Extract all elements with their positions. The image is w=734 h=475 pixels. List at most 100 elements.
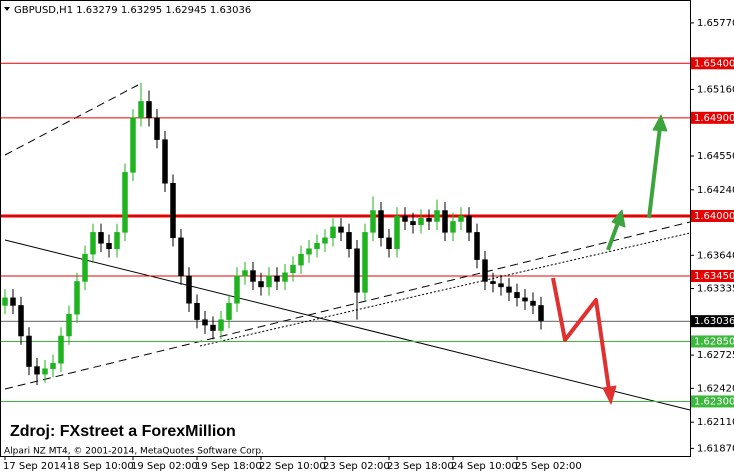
candle-body: [338, 226, 344, 233]
candle-body: [306, 248, 312, 255]
header-icon: [4, 7, 10, 11]
level-label: 1.62300: [694, 396, 734, 407]
up-arrow: [606, 219, 621, 251]
y-tick-label: 1.62110: [697, 417, 734, 428]
x-tick-label: 17 Sep 2014: [3, 461, 66, 472]
level-label: 1.65400: [694, 58, 734, 69]
candle-body: [410, 221, 416, 225]
candle-body: [266, 275, 272, 288]
candle-body: [98, 232, 104, 244]
candle-body: [418, 217, 424, 225]
level-label-bg: [691, 111, 734, 124]
header: GBPUSD,H1 1.63279 1.63295 1.62945 1.6303…: [4, 5, 251, 16]
candle-body: [146, 101, 152, 119]
level-label: 1.63036: [694, 316, 734, 327]
candle-body: [450, 221, 456, 233]
ohlc: 1.63036: [210, 5, 251, 16]
candle-body: [154, 117, 160, 140]
candle-body: [458, 215, 464, 222]
down-arrow: [551, 277, 611, 391]
candle-body: [298, 253, 304, 266]
candle-body: [82, 253, 88, 282]
y-tick-label: 1.64550: [697, 151, 734, 162]
level-label-bg: [691, 335, 734, 348]
y-tick-label: 1.62725: [697, 350, 734, 361]
levels: [1, 62, 690, 402]
candle-body: [66, 313, 72, 337]
candle-body: [330, 226, 336, 239]
candle-body: [218, 319, 224, 331]
candle-body: [370, 210, 376, 233]
source-title: Zdroj: FXstreet a ForexMillion: [10, 423, 236, 440]
candle-body: [74, 281, 80, 315]
candle-body: [322, 237, 328, 244]
candle-body: [242, 270, 248, 277]
candle-body: [386, 237, 392, 249]
level-label: 1.64900: [694, 113, 734, 124]
candle-body: [274, 275, 280, 282]
x-tick-label: 25 Sep 02:00: [515, 461, 582, 472]
candle-body: [226, 303, 232, 320]
candle-body: [114, 232, 120, 249]
candle-body: [362, 232, 368, 293]
trend-lines: [4, 84, 691, 411]
y-tick-label: 1.61870: [697, 443, 734, 454]
candle-body: [506, 286, 512, 293]
candle-body: [466, 215, 472, 233]
ohlc: 1.62945: [165, 5, 206, 16]
x-tick-label: 18 Sep 10:00: [67, 461, 134, 472]
candle-body: [378, 210, 384, 239]
candle-body: [250, 270, 256, 282]
arrow-head: [652, 114, 668, 132]
candle-body: [290, 264, 296, 273]
level-label-bg: [691, 270, 734, 282]
candle-body: [170, 183, 176, 239]
candle-body: [130, 117, 136, 173]
x-tick-label: 23 Sep 02:00: [323, 461, 390, 472]
ohlc: 1.63295: [121, 5, 162, 16]
arrows: [551, 114, 668, 405]
y-tick-label: 1.63335: [697, 284, 734, 295]
y-tick-label: 1.65770: [697, 18, 734, 29]
candle-body: [234, 275, 240, 304]
candle-body: [482, 259, 488, 282]
level-label-bg: [691, 395, 734, 408]
level-label-bg: [691, 210, 734, 222]
candle-body: [186, 275, 192, 304]
up-arrow: [647, 126, 662, 219]
candle-body: [58, 335, 64, 364]
level-label: 1.64000: [694, 211, 734, 222]
candle-body: [210, 324, 216, 331]
level-label: 1.62850: [694, 336, 734, 347]
candle-body: [314, 243, 320, 249]
candle-body: [10, 297, 16, 306]
x-tick-label: 22 Sep 10:00: [259, 461, 326, 472]
candles: [2, 82, 544, 386]
candle-body: [194, 303, 200, 320]
arrow-head: [602, 385, 617, 405]
candle-body: [538, 305, 544, 322]
candle-body: [514, 292, 520, 299]
candle-body: [346, 232, 352, 249]
candle-body: [2, 297, 8, 306]
candle-body: [402, 215, 408, 222]
title-bg: [6, 421, 242, 443]
ohlc: 1.63279: [76, 5, 117, 16]
y-tick-label: 1.65160: [697, 84, 734, 95]
candle-body: [18, 305, 24, 337]
candle-body: [442, 210, 448, 233]
candle-body: [26, 335, 32, 367]
x-tick-label: 23 Sep 18:00: [387, 461, 454, 472]
candle-body: [138, 101, 144, 119]
candle-body: [162, 139, 168, 184]
candle-body: [34, 366, 40, 375]
candle-body: [434, 210, 440, 222]
level-label-bg: [691, 57, 734, 70]
plot-frame: [0, 0, 691, 457]
trend-line: [4, 221, 691, 390]
level-label-bg: [691, 315, 734, 328]
candle-body: [122, 172, 128, 233]
x-tick-label: 24 Sep 10:00: [451, 461, 518, 472]
candle-body: [498, 283, 504, 288]
